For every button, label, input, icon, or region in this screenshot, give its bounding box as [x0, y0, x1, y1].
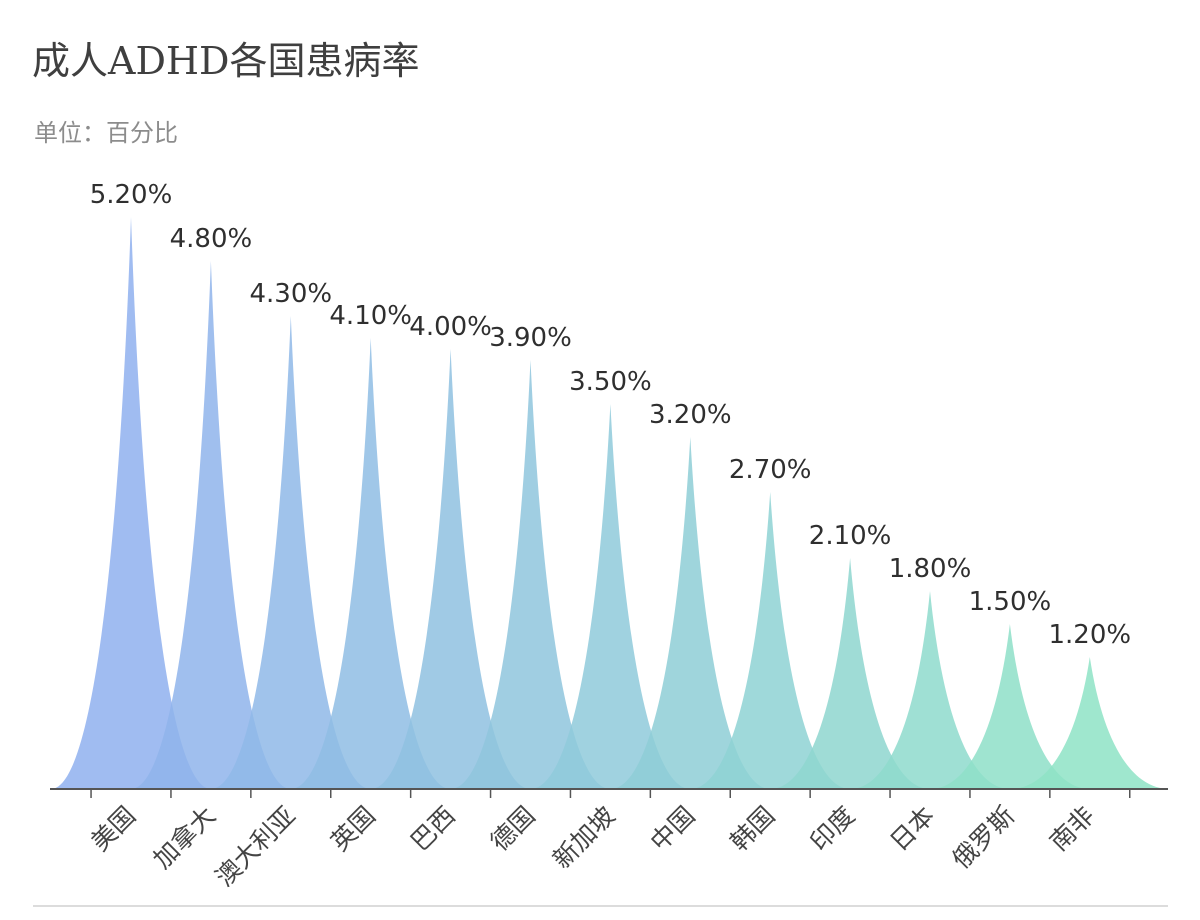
category-label-5: 德国 [485, 801, 541, 857]
value-label-5: 3.90% [489, 323, 572, 353]
spike-4[interactable] [370, 349, 531, 789]
value-label-9: 2.10% [809, 521, 892, 551]
spike-5[interactable] [450, 360, 611, 789]
spike-11[interactable] [929, 624, 1090, 789]
value-label-7: 3.20% [649, 400, 732, 430]
spike-10[interactable] [850, 591, 1010, 789]
value-label-8: 2.70% [729, 455, 812, 485]
category-label-6: 新加坡 [547, 801, 621, 875]
category-label-4: 巴西 [405, 801, 461, 857]
spike-0[interactable] [51, 217, 211, 789]
category-label-11: 俄罗斯 [947, 801, 1021, 875]
category-label-1: 加拿大 [148, 801, 222, 875]
category-label-2: 澳大利亚 [210, 801, 301, 892]
chart-title: 成人ADHD各国患病率 [32, 39, 420, 83]
spike-8[interactable] [690, 492, 851, 789]
category-label-7: 中国 [645, 801, 701, 857]
spike-7[interactable] [610, 437, 771, 789]
category-label-8: 韩国 [725, 801, 781, 857]
spike-series [51, 217, 1170, 789]
category-label-3: 英国 [325, 801, 381, 857]
value-label-0: 5.20% [90, 180, 173, 210]
category-label-10: 日本 [884, 801, 940, 857]
chart-subtitle: 单位：百分比 [34, 119, 178, 147]
value-label-12: 1.20% [1048, 620, 1131, 650]
footer-divider [33, 905, 1168, 907]
value-label-10: 1.80% [889, 554, 972, 584]
value-label-1: 4.80% [170, 224, 253, 254]
spike-6[interactable] [530, 404, 691, 789]
x-axis-ticks [90, 789, 1131, 798]
spike-9[interactable] [770, 558, 931, 789]
value-label-11: 1.50% [969, 587, 1052, 617]
value-labels: 5.20% 4.80% 4.30%4.10%4.00%3.90% 3.50%3.20%… [90, 180, 1131, 650]
category-label-9: 印度 [804, 801, 860, 857]
spike-2[interactable] [210, 316, 371, 789]
category-label-12: 南非 [1044, 801, 1100, 857]
spike-1[interactable] [130, 261, 291, 789]
value-label-4: 4.00% [409, 312, 492, 342]
value-label-6: 3.50% [569, 367, 652, 397]
category-label-0: 美国 [85, 801, 141, 857]
value-label-3: 4.10% [329, 301, 412, 331]
spike-12[interactable] [1009, 657, 1170, 789]
spike-3[interactable] [290, 338, 451, 789]
value-label-2: 4.30% [249, 279, 332, 309]
